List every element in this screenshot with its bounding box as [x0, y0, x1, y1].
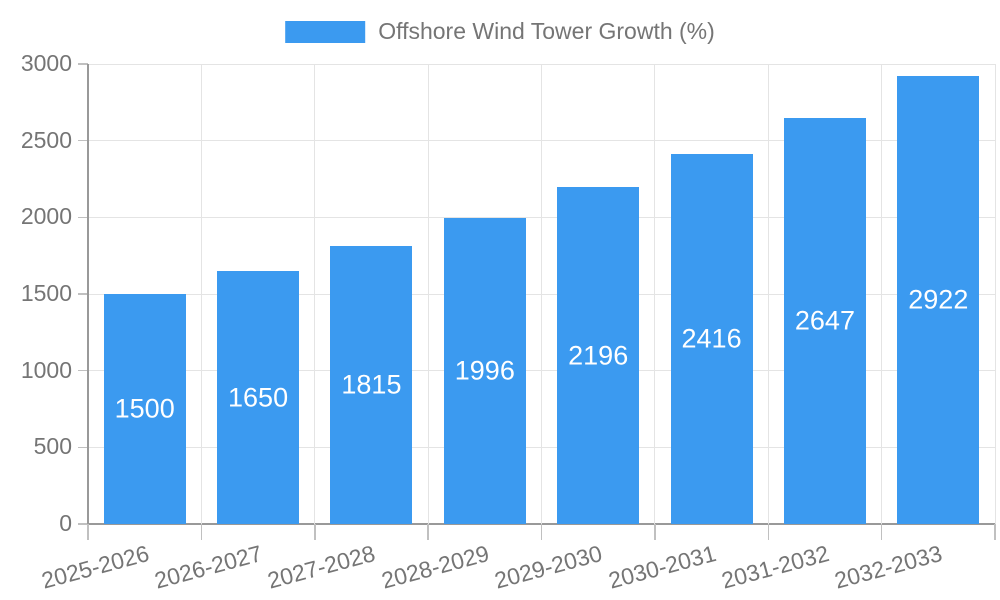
- x-tick-label: 2025-2026: [38, 540, 152, 594]
- y-tick-mark: [78, 216, 88, 219]
- x-tick-mark: [880, 524, 883, 540]
- x-tick-mark: [654, 524, 656, 540]
- bar-value-label: 2922: [908, 284, 969, 315]
- bar[interactable]: 1815: [330, 245, 413, 524]
- v-gridline: [427, 64, 429, 524]
- bar-value-label: 2647: [794, 305, 855, 336]
- y-tick-label: 0: [59, 510, 72, 536]
- bar[interactable]: 1500: [103, 294, 186, 524]
- v-gridline: [881, 64, 883, 524]
- x-tick-mark: [427, 524, 429, 540]
- x-tick-label: 2032-2033: [832, 540, 946, 594]
- x-tick-mark: [314, 524, 316, 540]
- bar[interactable]: 2647: [783, 118, 866, 524]
- x-tick-label: 2031-2032: [718, 540, 832, 594]
- x-tick-label: 2030-2031: [605, 540, 719, 594]
- legend-swatch: [285, 20, 366, 43]
- y-tick-mark: [78, 63, 88, 65]
- bar[interactable]: 2416: [670, 153, 753, 524]
- v-gridline: [654, 64, 656, 524]
- y-tick-label: 1500: [20, 280, 72, 306]
- x-tick-mark: [200, 524, 203, 540]
- x-tick-label: 2026-2027: [151, 540, 265, 594]
- bar-value-label: 1815: [341, 369, 402, 400]
- y-tick-label: 2000: [20, 203, 72, 230]
- y-tick-label: 2500: [20, 126, 72, 153]
- y-tick-label: 3000: [20, 50, 72, 76]
- bar-value-label: 2196: [568, 340, 629, 371]
- y-tick-mark: [78, 523, 88, 525]
- v-gridline: [767, 64, 769, 524]
- bar-value-label: 1650: [228, 382, 289, 412]
- bar-value-label: 2416: [681, 323, 742, 354]
- x-tick-label: 2029-2030: [491, 540, 605, 594]
- bar[interactable]: 1996: [443, 217, 526, 524]
- x-tick-label: 2028-2029: [378, 540, 492, 594]
- bar[interactable]: 1650: [217, 271, 300, 524]
- y-tick-mark: [78, 293, 88, 295]
- v-gridline: [541, 64, 542, 524]
- bar[interactable]: 2196: [557, 187, 640, 524]
- bar-value-label: 1500: [114, 393, 175, 424]
- y-tick-mark: [78, 369, 88, 372]
- y-tick-mark: [78, 446, 88, 449]
- y-tick-label: 1000: [20, 356, 72, 383]
- v-gridline: [200, 64, 202, 524]
- v-gridline: [314, 64, 316, 524]
- legend-label: Offshore Wind Tower Growth (%): [378, 18, 715, 44]
- bar-value-label: 1996: [454, 355, 515, 386]
- x-tick-mark: [994, 524, 996, 540]
- x-tick-label: 2027-2028: [265, 540, 379, 594]
- v-gridline: [994, 64, 996, 524]
- y-axis-line: [87, 64, 89, 524]
- y-tick-mark: [78, 139, 88, 142]
- x-tick-mark: [87, 524, 89, 540]
- x-tick-mark: [540, 524, 543, 540]
- x-tick-mark: [767, 524, 769, 540]
- bar[interactable]: 2922: [897, 75, 980, 524]
- y-tick-label: 500: [33, 433, 72, 460]
- legend-item[interactable]: Offshore Wind Tower Growth (%): [285, 18, 715, 45]
